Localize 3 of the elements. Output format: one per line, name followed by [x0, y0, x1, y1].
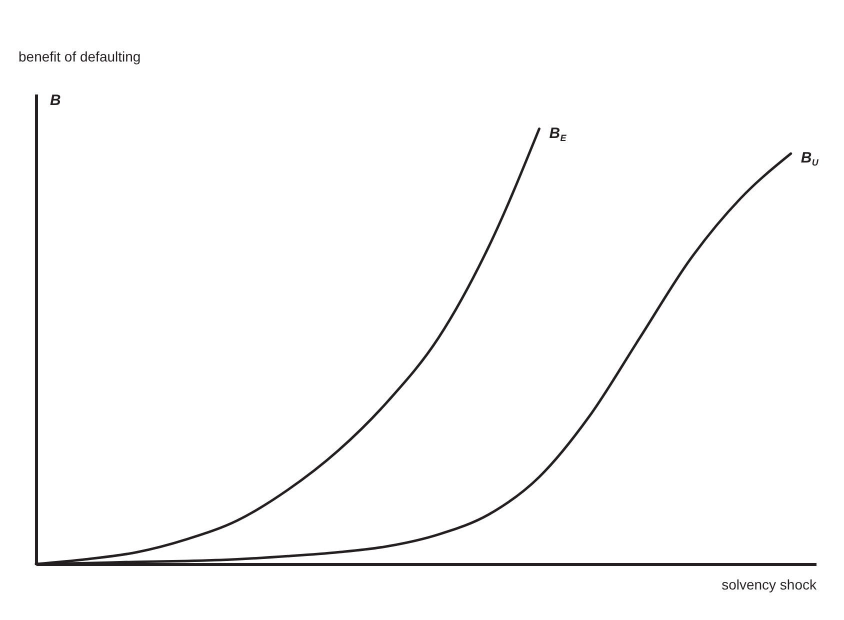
- text: B: [50, 92, 61, 109]
- y-axis-title: benefit of defaulting: [18, 48, 141, 64]
- x-axis-title: solvency shock: [722, 576, 818, 592]
